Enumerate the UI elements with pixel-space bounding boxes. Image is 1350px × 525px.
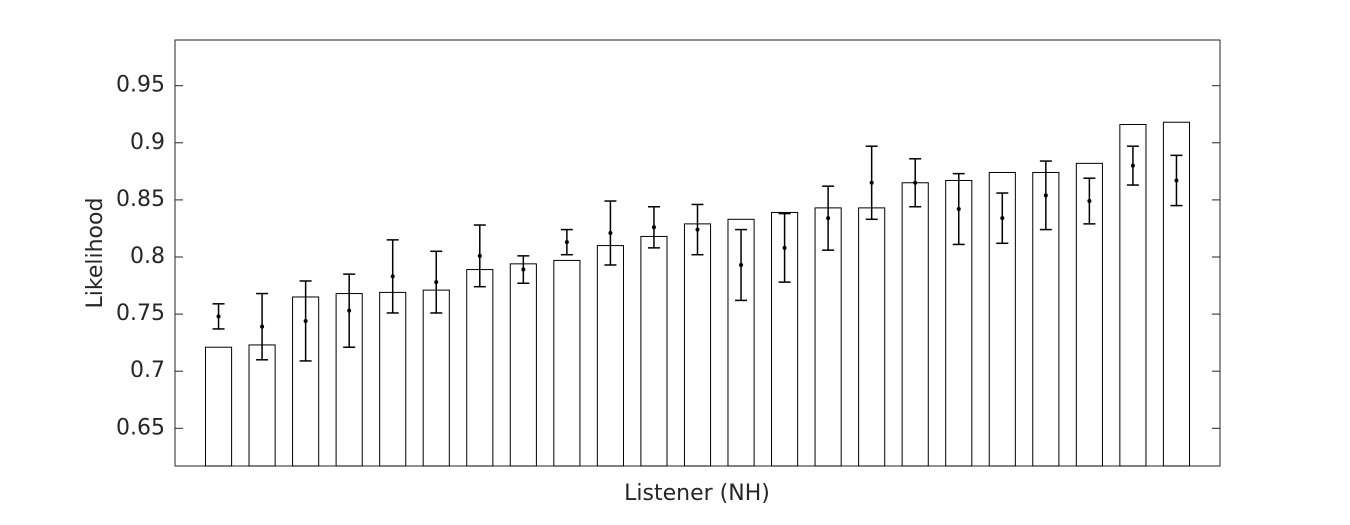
bar bbox=[379, 291, 407, 467]
point bbox=[521, 267, 526, 272]
point bbox=[216, 314, 221, 319]
y-tick-label: 0.75 bbox=[116, 301, 165, 326]
point bbox=[1043, 193, 1048, 198]
bar bbox=[422, 289, 450, 467]
point bbox=[608, 231, 613, 236]
point bbox=[782, 245, 787, 250]
bar bbox=[248, 344, 276, 467]
bar bbox=[683, 223, 712, 467]
point bbox=[564, 240, 569, 245]
bar bbox=[814, 207, 842, 467]
bar bbox=[553, 259, 581, 467]
y-tick-label: 0.8 bbox=[130, 244, 165, 269]
bar bbox=[901, 182, 929, 467]
point bbox=[303, 318, 308, 323]
point bbox=[1000, 216, 1005, 221]
point bbox=[913, 180, 918, 185]
point bbox=[1174, 178, 1179, 183]
point bbox=[1130, 163, 1135, 168]
bar bbox=[596, 245, 624, 467]
bar bbox=[858, 207, 886, 467]
point bbox=[347, 308, 352, 313]
y-axis-label: Likelihood bbox=[83, 198, 108, 309]
x-axis-label: Listener (NH) bbox=[624, 481, 770, 506]
point bbox=[869, 180, 874, 185]
point bbox=[434, 280, 439, 285]
point bbox=[477, 253, 482, 258]
y-tick-label: 0.65 bbox=[116, 415, 165, 440]
y-tick-label: 0.85 bbox=[116, 187, 165, 212]
y-tick-label: 0.7 bbox=[130, 358, 165, 383]
y-tick-label: 0.95 bbox=[116, 73, 165, 98]
point bbox=[826, 216, 831, 221]
bar bbox=[509, 263, 537, 467]
point bbox=[695, 227, 700, 232]
point bbox=[651, 225, 656, 230]
bar bbox=[466, 269, 494, 467]
y-tick-label: 0.9 bbox=[130, 130, 165, 155]
point bbox=[1087, 199, 1092, 204]
point bbox=[739, 262, 744, 267]
point bbox=[956, 207, 961, 212]
bar bbox=[204, 346, 233, 467]
point bbox=[390, 274, 395, 279]
bar bbox=[640, 235, 668, 467]
point bbox=[260, 324, 265, 329]
